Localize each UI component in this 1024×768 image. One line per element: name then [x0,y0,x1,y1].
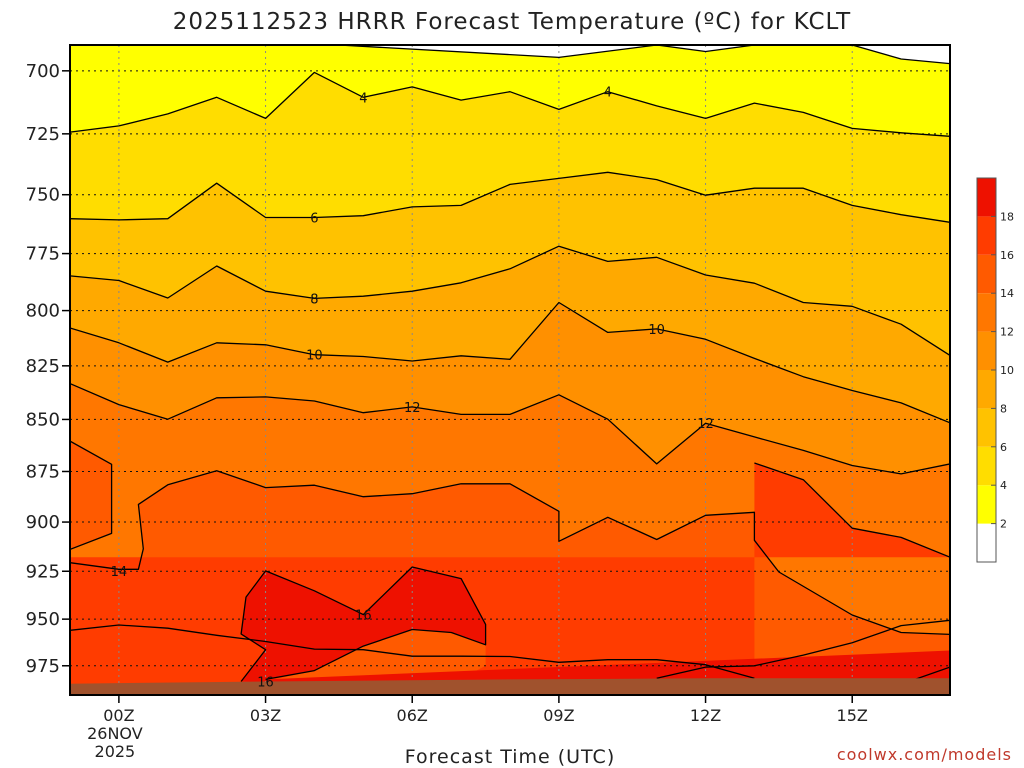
contour-14-9 [754,462,950,558]
contour-labels: 4 4 6 8 10 10 12 12 14 16 16 [111,86,714,691]
colorbar-tick-label-12: 12 [1000,326,1014,339]
colorbar-swatch-12 [977,293,996,332]
y-tick-label-925: 925 [26,561,60,582]
contour-label-6-2: 6 [310,212,318,227]
contour-label-10-5: 10 [648,323,665,338]
colorbar-swatch-10 [977,331,996,370]
contour-12-5 [70,383,950,475]
plot-frame [69,44,951,696]
y-tick-label-975: 975 [26,656,60,677]
colorbar-tick-label-4: 4 [1000,479,1007,492]
colorbar-tick-label-14: 14 [1000,287,1014,300]
band-18-corner [241,567,950,695]
contour-label-4-1: 4 [604,86,612,101]
colorbar-swatch-18 [977,178,996,217]
colorbar-tick-label-6: 6 [1000,441,1007,454]
plot-area [70,45,950,695]
colorbar-swatch-14 [977,254,996,294]
contour-2-0 [70,45,950,65]
x-tick-sublabel-1: 2025 [95,742,136,761]
contour-label-16-9: 16 [355,609,372,624]
contour-label-16-10: 16 [257,676,274,691]
chart-title: 2025112523 HRRR Forecast Temperature (ºC… [173,9,852,35]
contour-16-11 [240,566,487,682]
colorbar-tick-label-10: 10 [1000,364,1014,377]
contour-14-6 [70,440,113,551]
y-tick-label-775: 775 [26,244,60,265]
contour-8-3 [70,245,950,356]
band-16-blob [70,625,755,679]
colorbar-swatch-8 [977,370,996,409]
contour-14-7 [70,470,950,636]
contour-lines [70,45,950,685]
y-tick-label-825: 825 [26,356,60,377]
y-axis: 700 725 750 775 800 825 850 875 900 925 950 975 [26,61,70,677]
y-tick-label-900: 900 [26,512,60,533]
x-axis-label: Forecast Time (UTC) [405,746,615,768]
y-tick-label-750: 750 [26,185,60,206]
contour-16-10 [70,624,755,679]
x-tick-label-09Z: 09Z [543,706,574,725]
credit-text[interactable]: coolwx.com/models [837,745,1012,764]
colorbar-tick-label-2: 2 [1000,518,1007,531]
colorbar: 2 4 6 8 10 12 14 16 18 [976,177,1014,563]
y-tick-label-800: 800 [26,301,60,322]
contour-6-2 [70,171,950,223]
colorbar-swatch-4 [977,446,996,486]
colorbar-tick-label-8: 8 [1000,402,1007,415]
colorbar-tick-label-18: 18 [1000,210,1014,223]
grid-lines [70,45,950,695]
x-tick-sublabel-0: 26NOV [87,724,143,743]
x-tick-label-03Z: 03Z [250,706,281,725]
colorbar-swatch-6 [977,408,996,447]
y-tick-label-850: 850 [26,409,60,430]
y-tick-label-875: 875 [26,461,60,482]
x-tick-label-15Z: 15Z [837,706,868,725]
ground-surface [70,678,950,695]
x-tick-label-06Z: 06Z [397,706,428,725]
x-tick-label-00Z: 00Z [103,706,134,725]
contour-label-8-3: 8 [310,292,318,307]
contour-10-4 [70,301,950,424]
contour-14-8 [656,619,950,679]
colorbar-swatch-0 [977,523,996,562]
x-tick-label-12Z: 12Z [690,706,721,725]
y-tick-label-700: 700 [26,61,60,82]
contour-label-10-4: 10 [306,349,323,364]
band-14-pocket [265,629,486,682]
contour-label-12-6: 12 [404,401,421,416]
contour-label-4-0: 4 [359,91,367,106]
y-tick-label-725: 725 [26,124,60,145]
y-tick-label-950: 950 [26,609,60,630]
ground-fill [70,678,950,695]
colorbar-swatch-16 [977,216,996,255]
temperature-fills [70,45,950,695]
contour-label-14-8: 14 [111,565,128,580]
contour-label-12-7: 12 [697,417,714,432]
colorbar-tick-label-16: 16 [1000,249,1014,262]
contour-4-1 [70,71,950,137]
colorbar-swatch-2 [977,485,996,524]
